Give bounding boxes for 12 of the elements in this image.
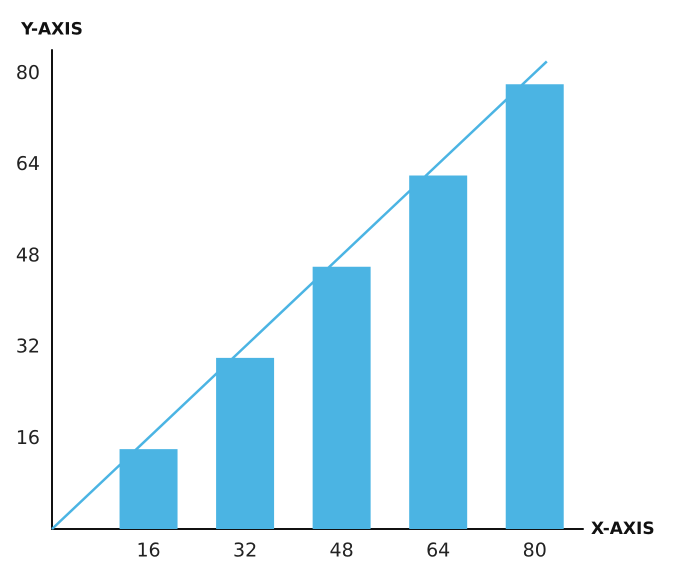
y-tick-label: 16 bbox=[16, 426, 40, 449]
y-tick-label: 48 bbox=[16, 244, 40, 266]
x-axis-title: X-AXIS bbox=[591, 519, 655, 539]
y-tick-label: 80 bbox=[16, 62, 40, 84]
y-axis-title: Y-AXIS bbox=[20, 20, 83, 40]
x-tick-label: 16 bbox=[136, 540, 161, 562]
x-tick-label: 80 bbox=[522, 540, 547, 562]
y-tick-label: 32 bbox=[16, 336, 40, 358]
x-tick-label: 32 bbox=[232, 540, 258, 562]
x-tick-label: 48 bbox=[330, 540, 354, 562]
x-tick-label: 64 bbox=[426, 540, 450, 562]
y-tick-label: 64 bbox=[16, 153, 40, 176]
